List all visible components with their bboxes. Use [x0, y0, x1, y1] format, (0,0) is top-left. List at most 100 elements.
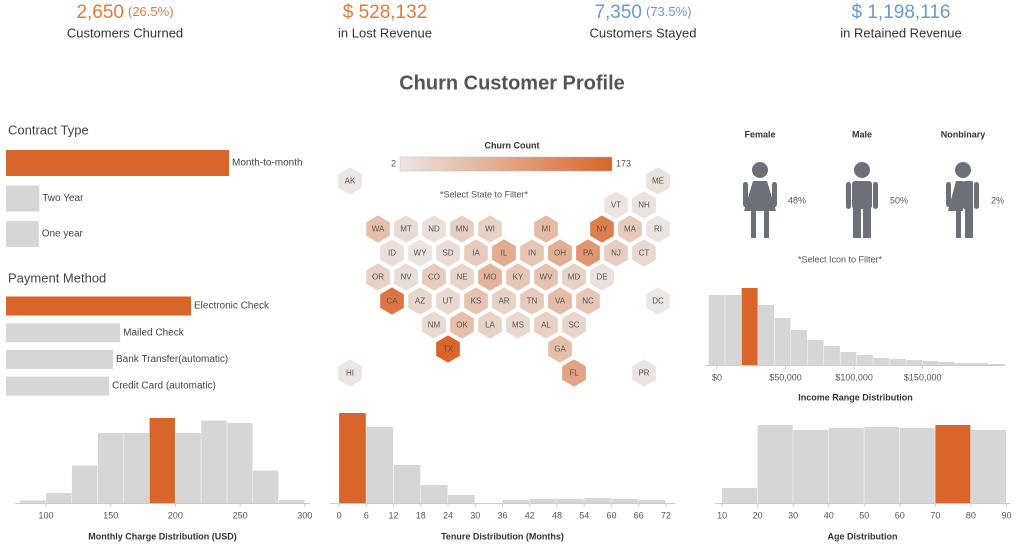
hist-bar — [970, 430, 1006, 503]
state-hex — [644, 213, 672, 245]
state-label: AZ — [415, 297, 425, 306]
section-title: Payment Method — [8, 270, 106, 285]
hist-bar — [741, 288, 758, 365]
state-label: MT — [400, 225, 412, 234]
x-tick-label: 60 — [606, 510, 616, 520]
hist-bar — [722, 488, 758, 503]
x-tick-label: 70 — [930, 510, 940, 520]
state-hex — [630, 237, 658, 269]
bar — [6, 349, 114, 369]
gender-icon — [946, 162, 979, 238]
state-label: OH — [554, 249, 566, 258]
state-label: UT — [443, 297, 454, 306]
x-tick-label: 10 — [717, 510, 727, 520]
x-tick-label: 150 — [103, 510, 118, 520]
state-hex — [630, 189, 658, 221]
hist-bar — [988, 364, 1005, 365]
state-hex — [476, 261, 504, 293]
icon-head — [854, 162, 870, 178]
icon-arm — [772, 182, 777, 207]
hist-bar — [611, 499, 639, 503]
hist-bar — [71, 465, 98, 503]
state-hex — [644, 285, 672, 317]
x-axis-label: Tenure Distribution (Months) — [441, 531, 564, 541]
state-hex — [392, 261, 420, 293]
state-label: KS — [471, 297, 482, 306]
state-label: PR — [638, 369, 649, 378]
x-axis-label: Age Distribution — [828, 531, 898, 541]
state-label: NC — [582, 297, 594, 306]
state-hex — [406, 237, 434, 269]
kpi-label: Customers Churned — [67, 25, 183, 40]
state-hex — [532, 261, 560, 293]
icon-body — [744, 181, 776, 238]
hist-bar — [708, 295, 725, 365]
state-label: TN — [527, 297, 538, 306]
x-tick-label: 90 — [1001, 510, 1011, 520]
x-tick-label: 0 — [337, 510, 342, 520]
state-label: WV — [540, 273, 554, 282]
state-label: MA — [624, 225, 637, 234]
hist-bar — [123, 433, 150, 503]
state-label: CA — [386, 297, 398, 306]
bar — [6, 323, 121, 343]
hist-bar — [20, 500, 46, 503]
x-tick-label: 72 — [661, 510, 671, 520]
state-hex — [490, 285, 518, 317]
x-tick-label: $150,000 — [904, 372, 942, 382]
state-hex — [630, 357, 658, 389]
state-label: NM — [428, 321, 441, 330]
state-hex — [518, 237, 546, 269]
scale-min: 2 — [391, 158, 396, 168]
hist-bar — [420, 485, 448, 503]
kpi-value: $ 528,132 — [343, 2, 428, 23]
x-tick-label: 300 — [297, 510, 312, 520]
hist-bar — [807, 340, 824, 365]
legend-title: Churn Count — [485, 140, 540, 150]
kpi-value: $ 1,198,116 — [852, 2, 951, 23]
kpi-number: 7,350 — [594, 2, 642, 23]
gender-label: Male — [852, 129, 872, 139]
scale-max: 173 — [616, 158, 631, 168]
state-label: RI — [654, 225, 662, 234]
hist-bar — [584, 498, 611, 503]
hist-bar — [97, 433, 124, 503]
hist-bar — [502, 500, 530, 503]
gender-share: 50% — [890, 195, 908, 205]
state-hex — [378, 285, 406, 317]
kpi-number: 2,650 — [76, 2, 124, 23]
hist-bar — [725, 295, 742, 365]
state-label: AL — [541, 321, 551, 330]
kpi-label: Customers Stayed — [590, 25, 697, 40]
x-tick-label: 200 — [168, 510, 183, 520]
state-label: MO — [484, 273, 497, 282]
state-label: AK — [345, 177, 356, 186]
state-label: NV — [400, 273, 412, 282]
hist-bar — [366, 427, 394, 503]
bar-label: Bank Transfer(automatic) — [116, 354, 228, 365]
state-hex — [532, 213, 560, 245]
hist-bar — [823, 346, 840, 365]
x-tick-label: 24 — [443, 510, 453, 520]
section-title: Contract Type — [8, 122, 89, 137]
kpi-share: (73.5%) — [646, 4, 692, 19]
icon-leg — [956, 211, 961, 238]
gender-icon — [846, 162, 878, 238]
bar-label: Two Year — [42, 193, 84, 204]
hist-bar — [955, 363, 972, 365]
icon-leg — [853, 207, 861, 238]
state-hex — [462, 285, 490, 317]
hist-bar — [339, 413, 366, 503]
x-tick-label: 36 — [497, 510, 507, 520]
state-hex — [364, 213, 392, 245]
state-hex — [644, 165, 672, 197]
gender-icon — [743, 162, 777, 238]
hist-bar — [922, 361, 939, 365]
state-label: WI — [485, 225, 495, 234]
hist-bar — [175, 433, 201, 503]
gender-share: 2% — [991, 195, 1004, 205]
hist-bar — [939, 362, 956, 365]
hist-bar — [758, 305, 775, 365]
